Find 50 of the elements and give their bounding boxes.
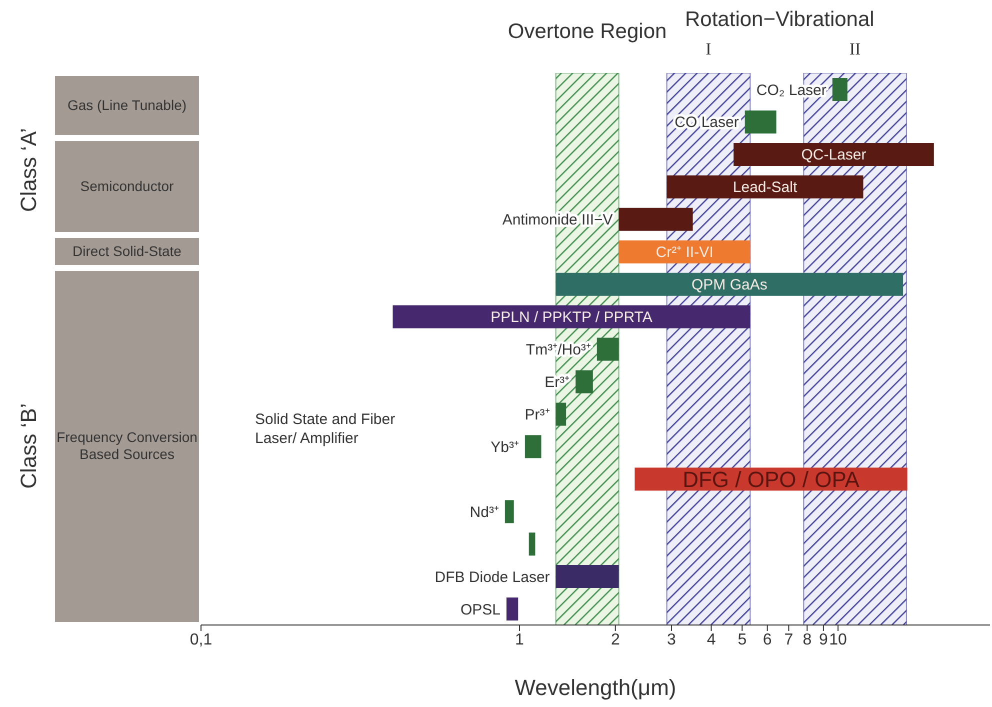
bar <box>734 142 934 166</box>
bar <box>666 175 864 198</box>
bar <box>618 208 693 231</box>
x-tick-label: 4 <box>706 631 716 648</box>
bar <box>556 565 619 588</box>
bar <box>392 305 750 328</box>
x-tick-label: 10 <box>829 631 848 648</box>
bar <box>556 402 566 426</box>
band-label: Overtone Region <box>508 20 667 43</box>
bar <box>576 370 593 394</box>
bar <box>506 598 518 621</box>
bar <box>744 110 776 134</box>
x-axis-title: Wevelength(μm) <box>514 675 676 700</box>
text: Class ‘A’ <box>16 128 42 212</box>
text: Rotation−Vibrational <box>685 8 874 32</box>
text: Gas (Line Tunable) <box>55 76 199 135</box>
y-tick-label: Lead-Salt <box>732 179 798 196</box>
x-tick-label: 8 <box>802 631 812 648</box>
y-tick-label: Yb³⁺ <box>490 438 519 456</box>
bar <box>618 240 750 264</box>
y-tick-label: Pr³⁺ <box>524 406 550 424</box>
x-tick-label: 3 <box>667 631 676 648</box>
bar <box>528 532 536 556</box>
bar <box>504 500 514 524</box>
bar <box>556 272 904 296</box>
x-tick-label: 0,1 <box>190 631 212 648</box>
x-tick-label: 5 <box>738 631 747 648</box>
band-label: I <box>706 40 712 59</box>
x-tick-label: 2 <box>610 631 620 648</box>
y-tick-label: PPLN / PPKTP / PPRTA <box>490 309 652 326</box>
x-tick-label: 1 <box>515 631 524 648</box>
bar <box>524 435 542 458</box>
band-label: II <box>849 40 862 59</box>
y-tick-label: Cr²⁺ II-VI <box>656 244 714 262</box>
y-tick-label: QC-Laser <box>801 146 866 164</box>
y-tick-label: Nd³⁺ <box>470 504 499 521</box>
x-tick-label: 7 <box>784 631 794 648</box>
y-tick-label: OPSL <box>460 601 500 618</box>
x-tick-label: 6 <box>762 631 772 648</box>
y-tick-label: DFB Diode Laser <box>434 568 550 586</box>
bar <box>832 78 848 101</box>
y-tick-label: QPM GaAs <box>691 276 768 294</box>
y-tick-label: DFG / OPO / OPA <box>682 466 860 492</box>
annotation: Solid State and Fiber Laser/ Amplifier <box>255 410 396 448</box>
text: Frequency Conversion Based Sources <box>55 270 199 622</box>
text: Semiconductor <box>55 140 199 232</box>
bar <box>596 338 619 361</box>
text: Direct Solid-State <box>55 238 199 265</box>
x-tick-label: 9 <box>819 631 828 648</box>
text: Class ‘B’ <box>16 404 42 490</box>
